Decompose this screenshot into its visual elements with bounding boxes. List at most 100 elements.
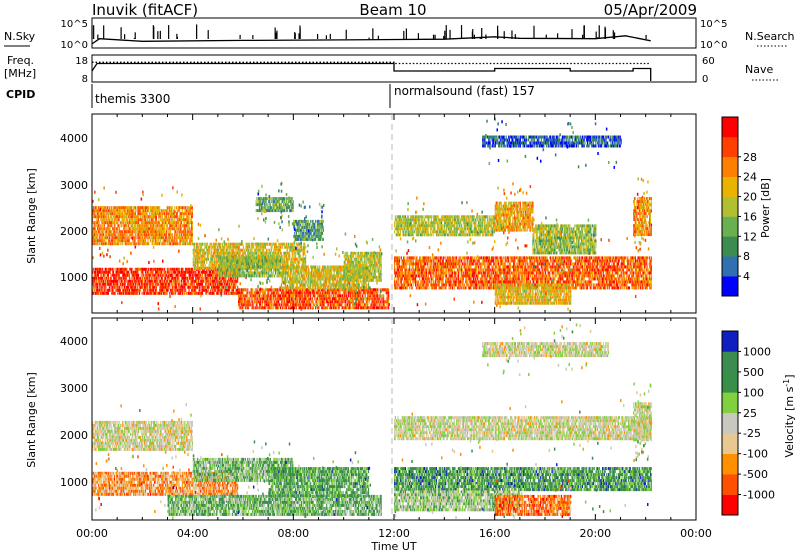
heat-cell [165, 271, 166, 274]
heat-cell [177, 212, 178, 215]
heat-cell [265, 306, 266, 309]
heat-cell [377, 288, 378, 291]
heat-cell [163, 224, 164, 227]
heat-cell [117, 227, 118, 230]
heat-cell [247, 288, 248, 291]
heat-cell [186, 283, 187, 286]
heat-cell [96, 230, 97, 233]
heat-cell [156, 289, 157, 292]
heat-cell [282, 255, 283, 258]
heat-cell [140, 236, 141, 239]
heat-cell [160, 280, 161, 283]
heat-cell [206, 246, 207, 249]
heat-cell [135, 246, 137, 249]
heat-cell [116, 233, 117, 236]
heat-cell [225, 271, 226, 274]
heat-cell [99, 280, 100, 283]
heat-cell [289, 297, 290, 300]
heat-cell [149, 277, 150, 280]
heat-cell [166, 283, 167, 286]
heat-cell [254, 256, 255, 259]
heat-cell [106, 230, 107, 233]
heat-cell [256, 303, 257, 306]
heat-cell [324, 294, 325, 297]
heat-cell [132, 230, 133, 233]
heat-cell [336, 297, 337, 300]
heat-cell [138, 215, 139, 218]
heat-cell [173, 292, 174, 295]
heat-cell [135, 286, 136, 289]
heat-cell [305, 255, 306, 258]
heat-cell [246, 268, 247, 271]
heat-cell [272, 246, 273, 249]
heat-cell [166, 236, 167, 239]
heat-cell [313, 290, 315, 293]
heat-cell [336, 306, 337, 309]
heat-cell [230, 286, 231, 289]
heat-cell [120, 242, 121, 245]
heat-cell [93, 283, 94, 286]
cpid-mode-0: themis 3300 [95, 92, 170, 106]
heat-cell [208, 289, 209, 292]
heat-cell [376, 303, 377, 306]
heat-cell [215, 283, 216, 286]
heat-cell [185, 289, 186, 292]
heat-cell [153, 289, 154, 292]
heat-cell [252, 297, 253, 300]
heat-cell [269, 256, 270, 259]
heat-cell [104, 274, 105, 277]
heat-cell [262, 274, 263, 277]
heat-cell [95, 233, 96, 236]
heat-cell [287, 249, 288, 252]
heat-cell [275, 294, 276, 297]
heat-cell [153, 224, 154, 227]
heat-cell [107, 206, 108, 209]
heat-cell [215, 280, 216, 283]
heat-cell [130, 227, 131, 230]
heat-cell [241, 294, 242, 297]
heat-cell [119, 274, 120, 277]
heat-cell [211, 252, 212, 255]
heat-cell [156, 277, 157, 280]
heat-cell [274, 300, 275, 303]
heat-cell [251, 249, 252, 252]
heat-cell [108, 292, 109, 295]
heat-cell [169, 292, 170, 295]
heat-cell [121, 221, 122, 224]
heat-cell [181, 215, 182, 218]
heat-cell [192, 292, 193, 295]
heat-cell [180, 292, 181, 295]
heat-cell [190, 274, 191, 277]
heat-cell [147, 212, 148, 215]
heat-cell [106, 277, 107, 280]
heat-cell [335, 294, 336, 297]
heat-cell [286, 255, 287, 258]
heat-cell [106, 215, 107, 218]
heat-cell [259, 294, 260, 297]
heat-cell [173, 239, 174, 242]
heat-cell [299, 261, 300, 264]
heat-cell [340, 291, 341, 294]
heat-cell [310, 297, 311, 300]
heat-cell [169, 283, 170, 286]
heat-cell [129, 274, 130, 277]
heat-cell [122, 286, 123, 289]
nsearch-label: N.Search [745, 30, 795, 43]
heat-cell [288, 243, 289, 246]
heat-cell [129, 289, 130, 292]
heat-cell [203, 264, 204, 267]
heat-cell [388, 291, 389, 294]
heat-cell [191, 282, 193, 285]
heat-cell [177, 239, 178, 242]
heat-cell [260, 291, 261, 294]
heat-cell [265, 246, 266, 249]
heat-cell [172, 233, 173, 236]
heat-cell [216, 250, 218, 253]
heat-cell [94, 212, 95, 215]
heat-cell [367, 300, 368, 303]
heat-cell [239, 303, 240, 306]
heat-cell [203, 277, 204, 280]
heat-cell [240, 271, 241, 274]
heat-cell [131, 242, 132, 245]
heat-cell [179, 268, 180, 271]
